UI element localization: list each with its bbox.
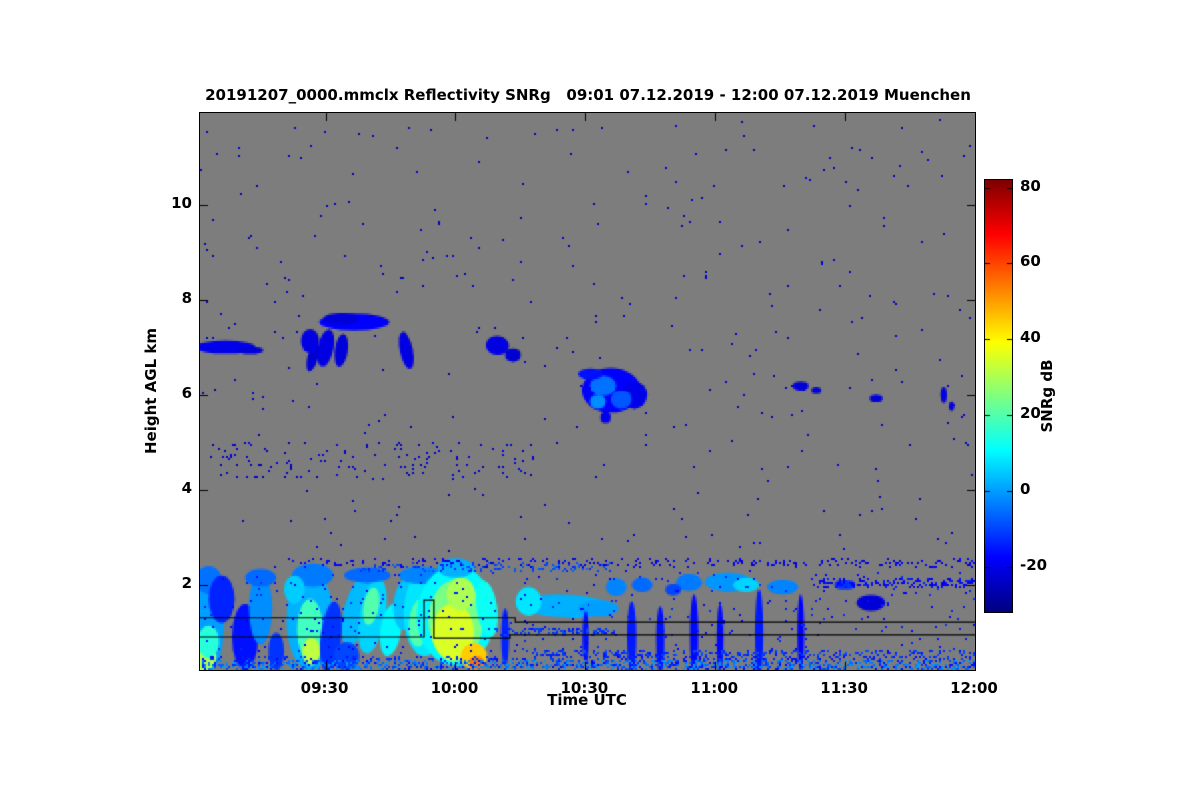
colorbar-gradient <box>984 179 1013 613</box>
colorbar-tick-label: 60 <box>1020 252 1041 271</box>
reflectivity-heatmap <box>199 112 976 671</box>
y-tick-label: 4 <box>181 479 192 498</box>
x-tick-label: 12:00 <box>950 679 998 697</box>
x-tick-label: 10:00 <box>430 679 479 697</box>
x-tick-label: 10:30 <box>560 679 609 697</box>
colorbar-tick-label: -20 <box>1020 555 1048 574</box>
y-tick-label: 10 <box>171 194 192 213</box>
colorbar-tick-label: 80 <box>1020 176 1041 195</box>
y-tick-label: 2 <box>181 574 192 592</box>
y-tick-label: 6 <box>181 384 192 403</box>
colorbar-tick-label: 20 <box>1020 403 1041 422</box>
colorbar-tick-label: 40 <box>1020 328 1041 347</box>
chart-title: 20191207_0000.mmclx Reflectivity SNRg 09… <box>205 86 971 104</box>
y-tick-label: 8 <box>181 289 192 308</box>
x-tick-label: 11:30 <box>820 679 868 697</box>
x-tick-label: 11:00 <box>690 679 739 697</box>
colorbar-tick-label: 0 <box>1020 479 1031 498</box>
x-tick-label: 09:30 <box>300 679 349 697</box>
x-axis-label: Time UTC <box>547 691 627 709</box>
